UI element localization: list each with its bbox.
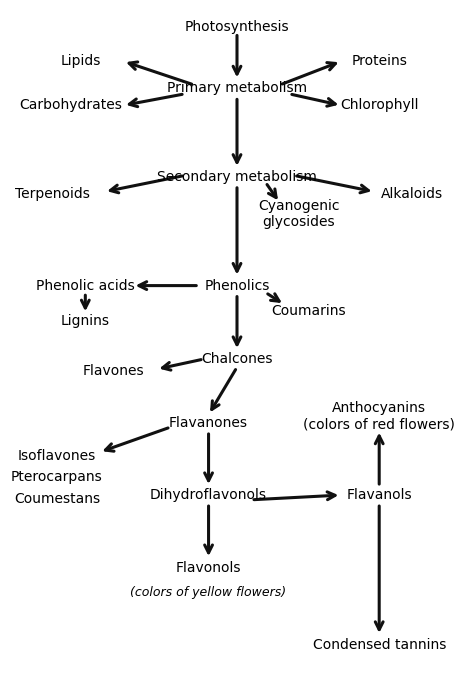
Text: Coumarins: Coumarins (271, 304, 346, 318)
Text: Coumestans: Coumestans (14, 492, 100, 506)
Text: Pterocarpans: Pterocarpans (11, 471, 103, 484)
Text: Dihydroflavonols: Dihydroflavonols (150, 488, 267, 502)
Text: Primary metabolism: Primary metabolism (167, 82, 307, 95)
Text: Chlorophyll: Chlorophyll (340, 99, 419, 112)
Text: Photosynthesis: Photosynthesis (185, 20, 289, 34)
Text: Terpenoids: Terpenoids (15, 187, 90, 201)
Text: Carbohydrates: Carbohydrates (19, 99, 123, 112)
Text: Flavanones: Flavanones (169, 416, 248, 430)
Text: Anthocyanins
(colors of red flowers): Anthocyanins (colors of red flowers) (303, 401, 455, 431)
Text: Lipids: Lipids (60, 54, 101, 68)
Text: Isoflavones: Isoflavones (18, 449, 96, 462)
Text: Phenolics: Phenolics (204, 279, 270, 292)
Text: Alkaloids: Alkaloids (381, 187, 444, 201)
Text: Chalcones: Chalcones (201, 352, 273, 366)
Text: (colors of yellow flowers): (colors of yellow flowers) (130, 586, 287, 600)
Text: Secondary metabolism: Secondary metabolism (157, 170, 317, 184)
Text: Cyanogenic
glycosides: Cyanogenic glycosides (258, 199, 339, 229)
Text: Lignins: Lignins (61, 314, 110, 328)
Text: Condensed tannins: Condensed tannins (312, 638, 446, 651)
Text: Proteins: Proteins (351, 54, 407, 68)
Text: Flavones: Flavones (83, 364, 145, 377)
Text: Flavanols: Flavanols (346, 488, 412, 502)
Text: Phenolic acids: Phenolic acids (36, 279, 135, 292)
Text: Flavonols: Flavonols (176, 561, 241, 575)
